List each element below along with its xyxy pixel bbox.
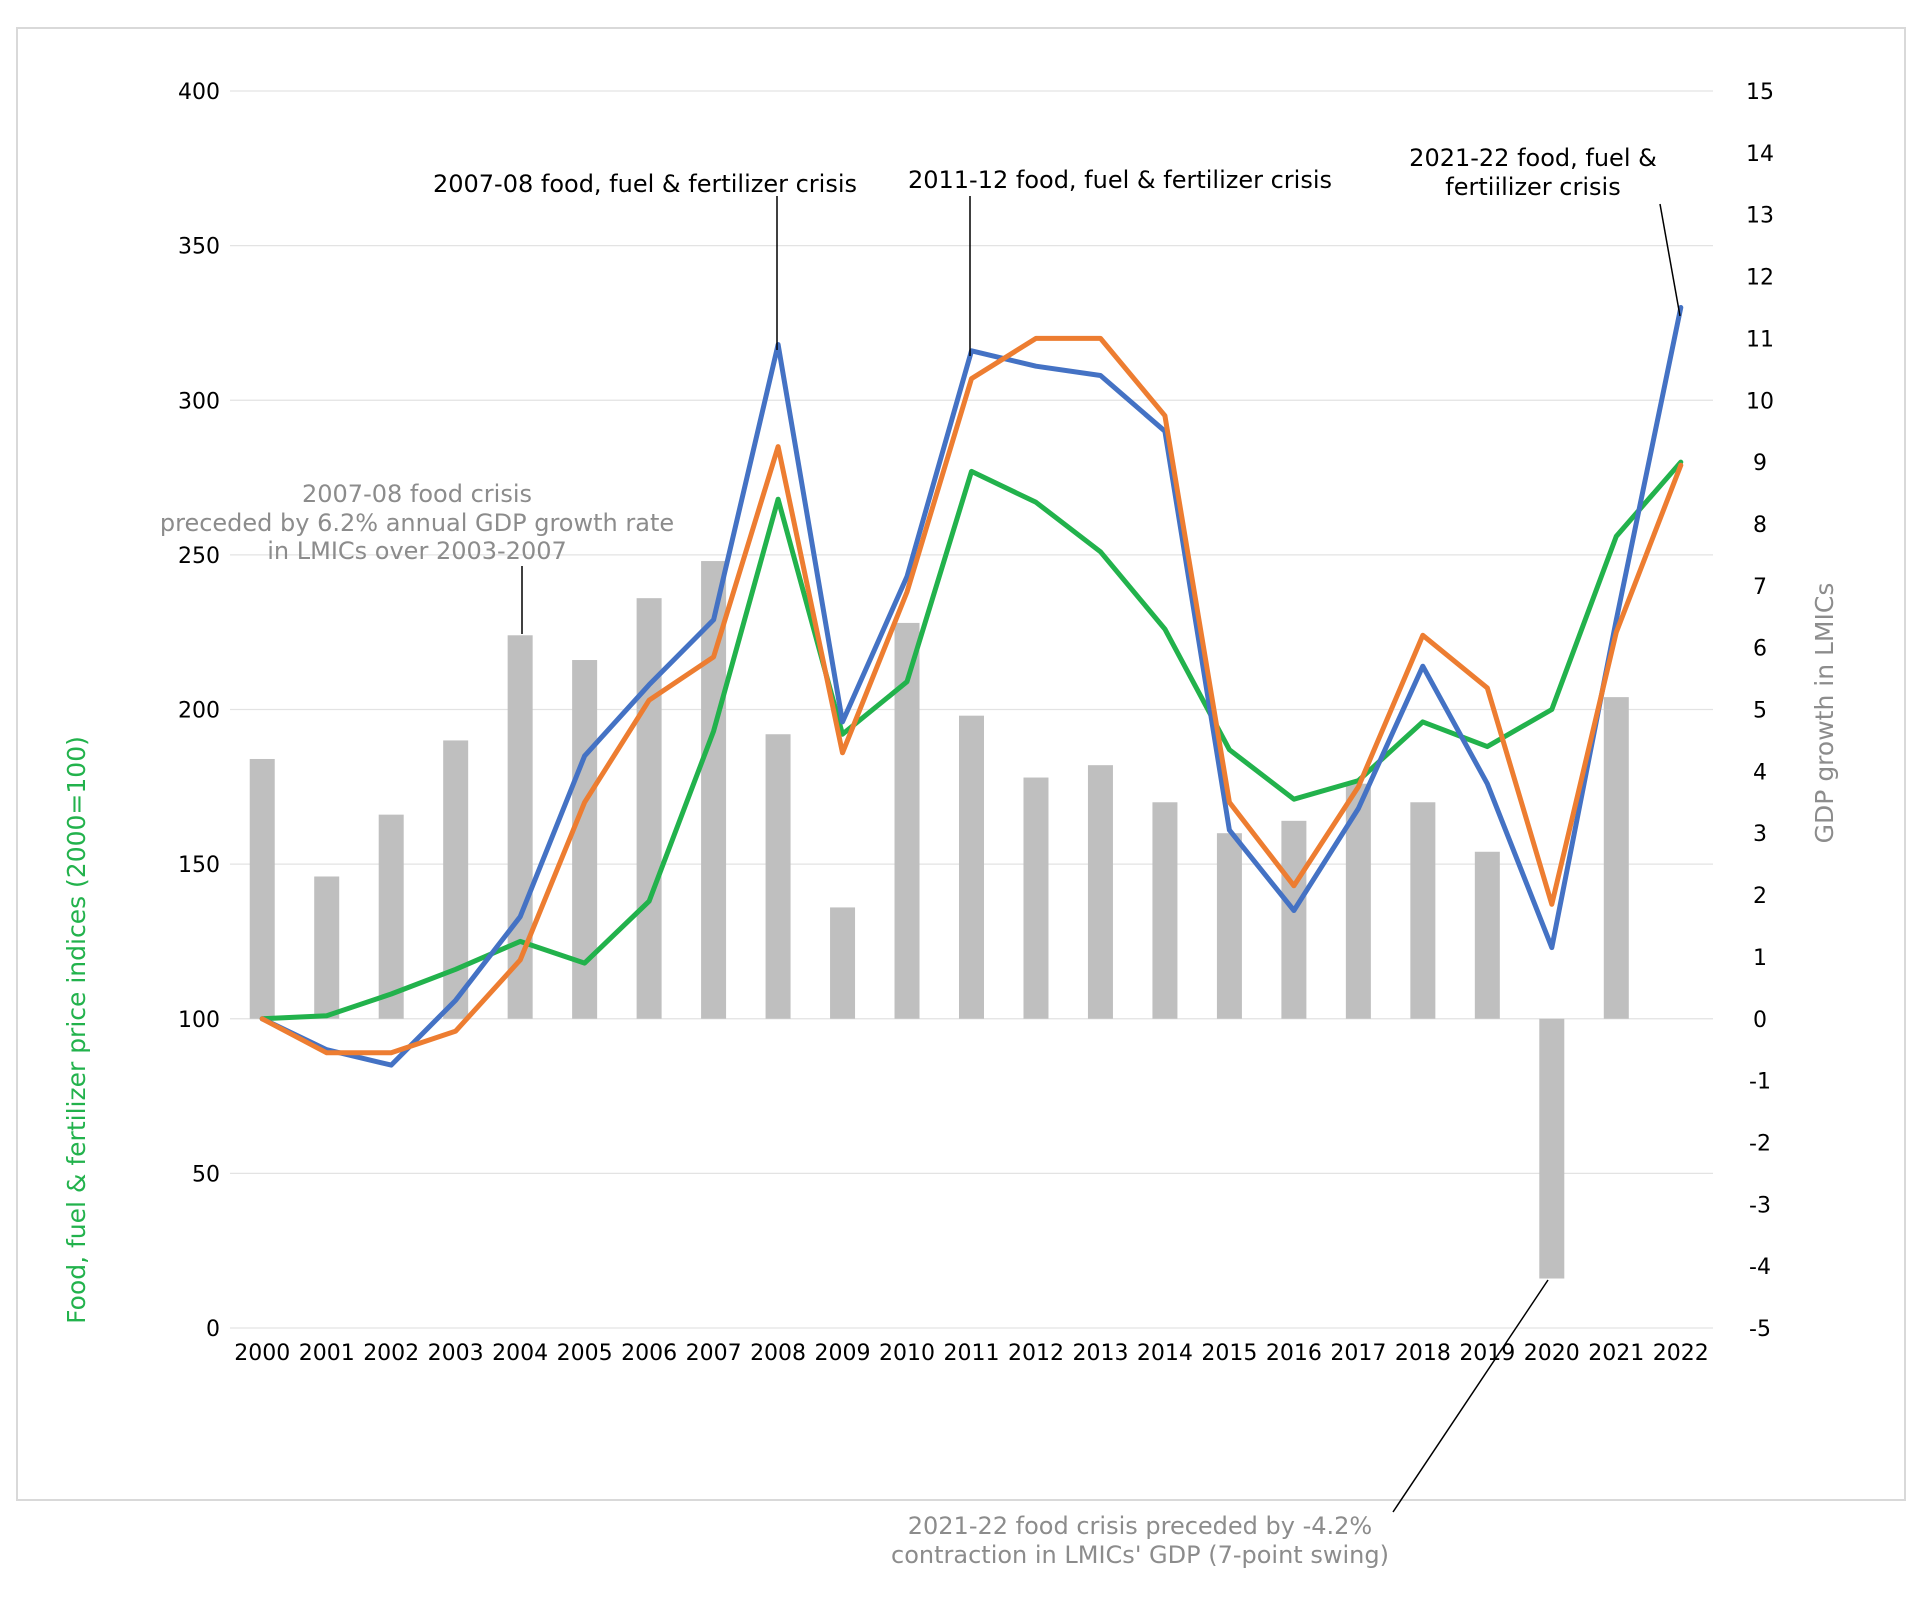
x-tick-label: 2020	[1524, 1341, 1580, 1366]
right-tick-label: 3	[1753, 822, 1767, 847]
leader-2022	[1659, 203, 1681, 317]
x-tick-label: 2022	[1653, 1341, 1709, 1366]
x-tick-label: 2017	[1330, 1341, 1386, 1366]
right-tick-label: -2	[1749, 1131, 1771, 1156]
left-tick-label: 200	[178, 699, 220, 724]
gdp-bar	[1216, 833, 1242, 1019]
right-axis-label: GDP growth in LMICs	[1810, 583, 1839, 844]
annotation-crisis-2011: 2011-12 food, fuel & fertilizer crisis	[908, 166, 1332, 194]
contraction-note-line1: 2021-22 food crisis preceded by -4.2%	[908, 1512, 1372, 1540]
annotation-crisis-2021-line2: fertiilizer crisis	[1445, 173, 1620, 201]
gdp-bars	[249, 561, 1629, 1279]
x-tick-label: 2018	[1395, 1341, 1451, 1366]
annotation-crisis-2007: 2007-08 food, fuel & fertilizer crisis	[433, 170, 857, 198]
x-tick-label: 2006	[621, 1341, 677, 1366]
gdp-bar	[1152, 802, 1178, 1019]
right-tick-label: 11	[1746, 327, 1774, 352]
contraction-note-line2: contraction in LMICs' GDP (7-point swing…	[891, 1541, 1389, 1569]
x-tick-label: 2019	[1459, 1341, 1515, 1366]
growth-note-line2: preceded by 6.2% annual GDP growth rate	[160, 509, 674, 537]
right-tick-label: -5	[1749, 1317, 1771, 1342]
left-tick-label: 50	[192, 1162, 220, 1187]
left-axis-ticks: 0 50 100 150 200 250 300 350 400	[178, 80, 220, 1342]
left-tick-label: 250	[178, 544, 220, 569]
right-tick-label: -4	[1749, 1255, 1771, 1280]
x-tick-label: 2021	[1588, 1341, 1644, 1366]
left-tick-label: 150	[178, 853, 220, 878]
right-tick-label: 0	[1753, 1008, 1767, 1033]
right-tick-label: 6	[1753, 637, 1767, 662]
right-tick-label: 10	[1746, 389, 1774, 414]
gridlines	[230, 90, 1713, 1329]
x-tick-label: 2015	[1201, 1341, 1257, 1366]
right-tick-label: 4	[1753, 760, 1767, 785]
leader-contraction-note	[1392, 1279, 1549, 1513]
x-tick-label: 2002	[363, 1341, 419, 1366]
right-tick-label: 13	[1746, 204, 1774, 229]
x-tick-label: 2008	[750, 1341, 806, 1366]
growth-note-line3: in LMICs over 2003-2007	[267, 537, 567, 565]
x-axis-ticks: 2000 2001 2002 2003 2004 2005 2006 2007 2008 2009…	[234, 1341, 1709, 1366]
x-tick-label: 2000	[234, 1341, 290, 1366]
gdp-bar	[1410, 802, 1436, 1019]
x-tick-label: 2007	[686, 1341, 742, 1366]
right-tick-label: 15	[1746, 80, 1774, 105]
x-tick-label: 2014	[1137, 1341, 1193, 1366]
gdp-bar	[1603, 697, 1629, 1019]
right-tick-label: -3	[1749, 1193, 1771, 1218]
right-tick-label: 12	[1746, 266, 1774, 291]
left-tick-label: 350	[178, 235, 220, 260]
x-tick-label: 2005	[557, 1341, 613, 1366]
x-tick-label: 2003	[428, 1341, 484, 1366]
right-tick-label: 7	[1753, 575, 1767, 600]
x-tick-label: 2001	[299, 1341, 355, 1366]
x-tick-label: 2010	[879, 1341, 935, 1366]
right-tick-label: 9	[1753, 451, 1767, 476]
fertilizer-price-index-line	[259, 335, 1684, 1056]
x-tick-label: 2012	[1008, 1341, 1064, 1366]
gdp-bar	[378, 814, 404, 1019]
left-tick-label: 300	[178, 389, 220, 414]
right-tick-label: 2	[1753, 884, 1767, 909]
right-tick-label: 1	[1753, 946, 1767, 971]
gdp-bar	[1281, 820, 1307, 1019]
gdp-bar	[1539, 1018, 1565, 1279]
right-tick-label: 14	[1746, 142, 1774, 167]
gdp-bar	[765, 734, 791, 1019]
gdp-bar	[959, 715, 984, 1019]
food-price-index-line	[259, 459, 1684, 1022]
left-tick-label: 400	[178, 80, 220, 105]
x-tick-label: 2011	[944, 1341, 1000, 1366]
price-lines	[259, 305, 1684, 1068]
gdp-bar	[830, 907, 856, 1019]
growth-note-line1: 2007-08 food crisis	[302, 480, 532, 508]
x-tick-label: 2009	[815, 1341, 871, 1366]
x-tick-label: 2016	[1266, 1341, 1322, 1366]
fuel-price-index-line	[259, 305, 1684, 1068]
gdp-bar	[1474, 851, 1500, 1019]
gdp-bar	[636, 598, 662, 1019]
annotation-crisis-2021-line1: 2021-22 food, fuel &	[1409, 144, 1657, 172]
right-tick-label: 8	[1753, 513, 1767, 538]
x-tick-label: 2013	[1072, 1341, 1128, 1366]
right-tick-label: 5	[1753, 699, 1767, 724]
gdp-bar	[443, 740, 469, 1019]
left-axis-label: Food, fuel & fertilizer price indices (2…	[62, 736, 91, 1324]
left-tick-label: 0	[206, 1317, 220, 1342]
right-tick-label: -1	[1749, 1070, 1771, 1095]
x-tick-label: 2004	[492, 1341, 548, 1366]
gdp-bar	[314, 876, 340, 1019]
gdp-bar	[249, 758, 275, 1019]
gdp-bar	[1087, 765, 1113, 1019]
gdp-bar	[1023, 777, 1049, 1019]
left-tick-label: 100	[178, 1008, 220, 1033]
